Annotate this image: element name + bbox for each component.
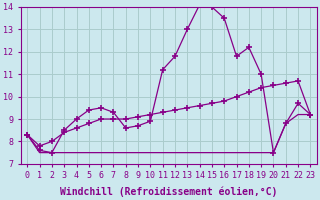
X-axis label: Windchill (Refroidissement éolien,°C): Windchill (Refroidissement éolien,°C) [60, 186, 277, 197]
